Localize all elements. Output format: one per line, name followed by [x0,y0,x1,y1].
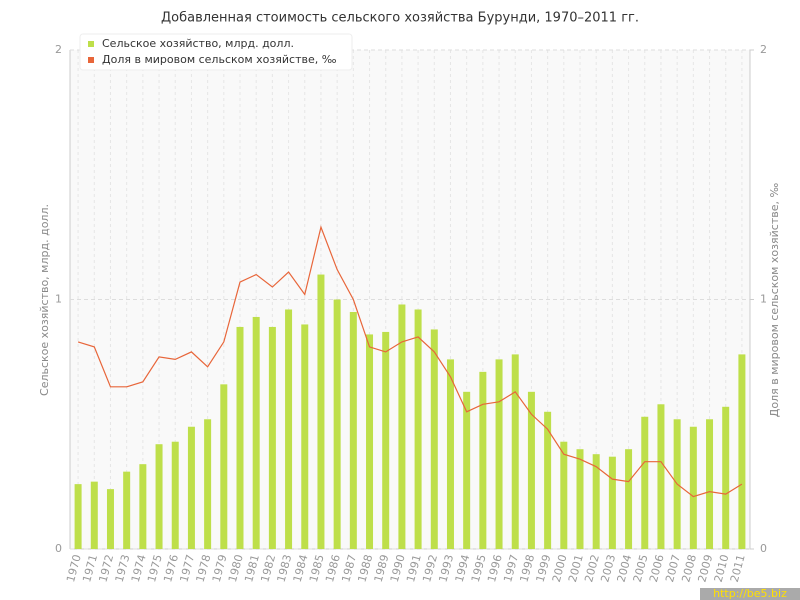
bar [382,331,390,549]
bar [511,354,519,549]
bar [641,416,649,549]
legend-swatch [88,41,94,47]
bar [398,304,406,549]
y2-tick-label: 2 [760,43,767,56]
bar [317,274,325,549]
chart-title: Добавленная стоимость сельского хозяйств… [161,11,639,26]
legend-swatch [88,57,94,63]
bar [560,441,568,549]
bar [430,329,438,549]
bar [220,384,228,549]
bar [236,326,244,549]
bar [90,481,98,549]
bar [706,419,714,549]
legend-label: Доля в мировом сельском хозяйстве, ‰ [102,53,337,66]
legend-box [79,33,353,71]
bar [479,371,487,549]
bar [495,359,503,549]
bar [544,411,552,549]
y-tick-label: 0 [55,542,62,555]
bar [187,426,195,549]
bar [608,456,616,549]
bar [123,471,131,549]
line [77,225,743,498]
bar [204,419,212,549]
y2-tick-label: 0 [760,542,767,555]
bar [446,359,454,549]
bar [301,324,309,549]
bar [139,464,147,549]
bar [657,404,665,549]
bar [74,484,82,549]
bar [366,334,374,549]
bar [268,326,276,549]
y-tick-label: 1 [55,293,62,306]
bar [592,454,600,549]
watermark: http://be5.biz [713,587,787,600]
bar [285,309,293,549]
bar [171,441,179,549]
bar [349,311,357,549]
bar [155,444,163,549]
bar [576,449,584,549]
y2-tick-label: 1 [760,293,767,306]
bar [463,391,471,549]
bar [252,316,260,549]
bar [414,309,422,549]
y-axis-title: Сельское хозяйство, млрд. долл. [38,204,51,396]
bar [333,299,341,549]
y2-axis-title: Доля в мировом сельском хозяйстве, ‰ [768,183,781,418]
bar [625,449,633,549]
watermark-bg [700,588,800,600]
bar [738,354,746,549]
bar [722,406,730,549]
legend-label: Сельское хозяйство, млрд. долл. [102,37,294,50]
bar [689,426,697,549]
y-tick-label: 2 [55,43,62,56]
bar [106,489,114,549]
bar [527,391,535,549]
